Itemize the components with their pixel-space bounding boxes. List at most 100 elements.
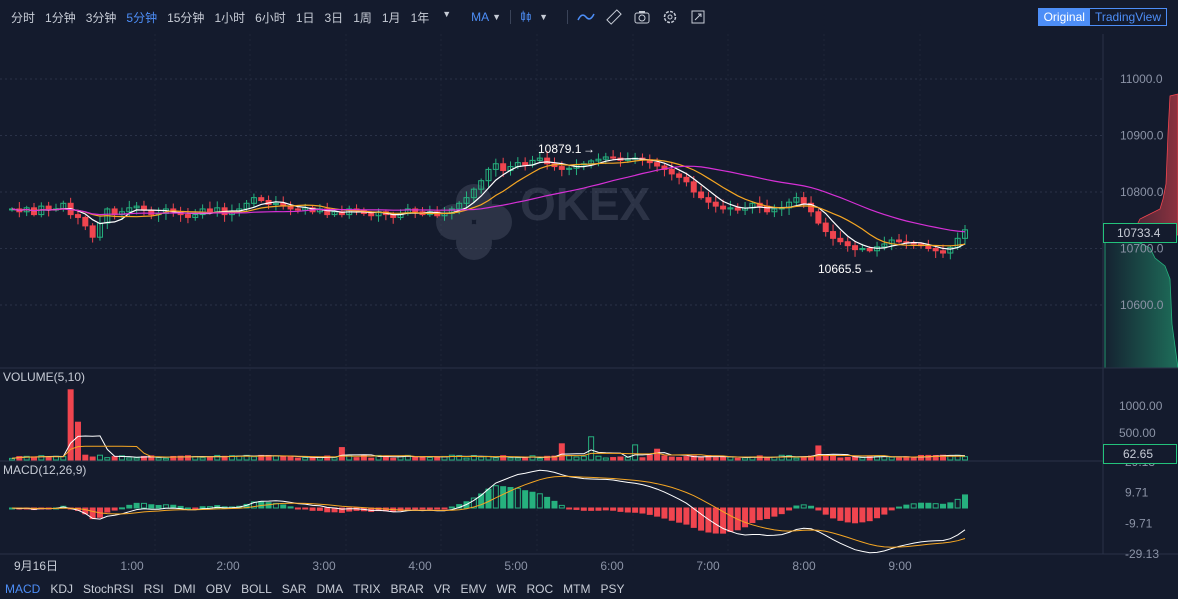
- current-price: 10733.4: [1117, 226, 1161, 240]
- volume-bar: [206, 456, 213, 461]
- interval-option[interactable]: 5分钟: [126, 10, 158, 25]
- interval-option[interactable]: 15分钟: [167, 10, 205, 25]
- indicator-tab[interactable]: PSY: [600, 581, 625, 596]
- candle-body: [492, 163, 499, 170]
- indicator-tab[interactable]: BOLL: [241, 581, 272, 596]
- macd-bar: [573, 507, 580, 510]
- macd-bar: [888, 507, 895, 511]
- volume-bar: [162, 457, 169, 461]
- candle-body: [536, 157, 543, 161]
- indicator-tab[interactable]: OBV: [205, 581, 232, 596]
- macd-bar: [588, 507, 595, 511]
- candle-body: [932, 248, 939, 252]
- macd-panel-label: MACD(12,26,9): [3, 463, 87, 477]
- price-chart[interactable]: OKEX 10879.1 → 10665.5 → 11000.010900.01…: [0, 34, 1178, 578]
- interval-option[interactable]: 1月: [381, 10, 401, 25]
- macd-bar: [786, 507, 793, 511]
- macd-bar: [756, 507, 763, 521]
- candle-body: [947, 246, 954, 254]
- indicator-tab[interactable]: MACD: [5, 581, 41, 596]
- volume-bar: [118, 455, 125, 461]
- indicator-tab[interactable]: EMV: [460, 581, 487, 596]
- macd-bar: [412, 507, 419, 510]
- macd-bar: [448, 506, 455, 509]
- macd-bar: [881, 507, 888, 515]
- volume-bar: [38, 455, 45, 461]
- indicator-tab[interactable]: DMI: [173, 581, 196, 596]
- arrow-right-icon: →: [583, 142, 595, 156]
- volume-bar: [940, 454, 947, 461]
- indicator-tab[interactable]: VR: [433, 581, 451, 596]
- volume-bar: [668, 456, 675, 461]
- volume-bar: [734, 457, 741, 461]
- macd-bar: [940, 503, 947, 509]
- interval-option[interactable]: 1周: [353, 10, 372, 25]
- indicator-tab[interactable]: KDJ: [50, 581, 74, 596]
- indicator-tab[interactable]: DMA: [316, 581, 344, 596]
- volume-bars: [9, 389, 968, 461]
- macd-bar: [910, 503, 917, 509]
- candle-body: [874, 246, 881, 252]
- volume-bar: [529, 455, 536, 461]
- current-volume: 62.65: [1123, 447, 1154, 461]
- macd-bar: [177, 505, 184, 509]
- macd-bar: [507, 487, 514, 509]
- indicator-tab[interactable]: RSI: [143, 581, 164, 596]
- macd-bar: [522, 490, 529, 509]
- interval-option[interactable]: 1年: [410, 10, 430, 25]
- macd-bar: [426, 507, 433, 510]
- volume-bar: [199, 457, 206, 461]
- interval-option[interactable]: 6小时: [255, 10, 286, 25]
- volume-bar: [602, 457, 609, 461]
- interval-option[interactable]: 分时: [11, 10, 36, 25]
- indicator-tab[interactable]: SAR: [281, 581, 307, 596]
- volume-bar: [184, 455, 191, 461]
- gear-icon[interactable]: [661, 8, 679, 26]
- indicator-tab[interactable]: WR: [496, 581, 517, 596]
- macd-bar: [170, 504, 177, 509]
- candle-body: [830, 231, 837, 239]
- macd-bar: [749, 507, 756, 524]
- candle-body: [258, 197, 265, 201]
- fullscreen-icon[interactable]: [689, 8, 707, 26]
- original-view-button[interactable]: Original: [1038, 9, 1090, 25]
- interval-option[interactable]: 1日: [295, 10, 315, 25]
- indicator-tabs: MACD KDJ StochRSI RSI DMI OBV BOLL SAR DMA TRIX BR…: [0, 578, 1178, 599]
- macd-bar: [866, 507, 873, 522]
- candlestick-type-icon[interactable]: ▼: [520, 8, 548, 26]
- macd-bar: [338, 507, 345, 513]
- ruler-icon[interactable]: [605, 8, 623, 26]
- interval-option[interactable]: 3分钟: [85, 10, 117, 25]
- macd-line: [11, 475, 966, 548]
- interval-option[interactable]: 1分钟: [45, 10, 76, 25]
- candle-body: [800, 197, 807, 204]
- indicator-tab[interactable]: TRIX: [353, 581, 381, 596]
- macd-bar: [742, 507, 749, 528]
- candle-body: [837, 237, 844, 243]
- indicator-tab[interactable]: StochRSI: [83, 581, 134, 596]
- indicator-dropdown[interactable]: MA ▼: [466, 10, 506, 24]
- volume-bar: [448, 454, 455, 461]
- macd-tick-label: -29.13: [1125, 547, 1159, 561]
- camera-icon[interactable]: [633, 8, 651, 26]
- volume-bar: [712, 457, 719, 461]
- chevron-down-icon[interactable]: ▼: [442, 8, 452, 19]
- indicator-tab[interactable]: MTM: [563, 581, 591, 596]
- tradingview-view-button[interactable]: TradingView: [1094, 10, 1161, 24]
- volume-bar: [690, 455, 697, 461]
- macd-bar: [676, 507, 683, 523]
- interval-option[interactable]: 3日: [324, 10, 344, 25]
- indicator-tab[interactable]: ROC: [526, 581, 554, 596]
- chevron-down-icon: ▼: [492, 12, 502, 22]
- candle-body: [500, 163, 507, 172]
- interval-option[interactable]: 1小时: [214, 10, 246, 25]
- volume-bar: [338, 447, 345, 461]
- time-tick-label: 5:00: [504, 559, 528, 573]
- indicator-wave-icon[interactable]: [577, 8, 595, 26]
- chart-view-switch: Original TradingView: [1037, 8, 1167, 26]
- volume-bar: [148, 455, 155, 461]
- volume-bar: [800, 456, 807, 461]
- macd-bar: [250, 501, 257, 509]
- indicator-tab[interactable]: BRAR: [390, 581, 424, 596]
- ma30-line: [11, 165, 966, 233]
